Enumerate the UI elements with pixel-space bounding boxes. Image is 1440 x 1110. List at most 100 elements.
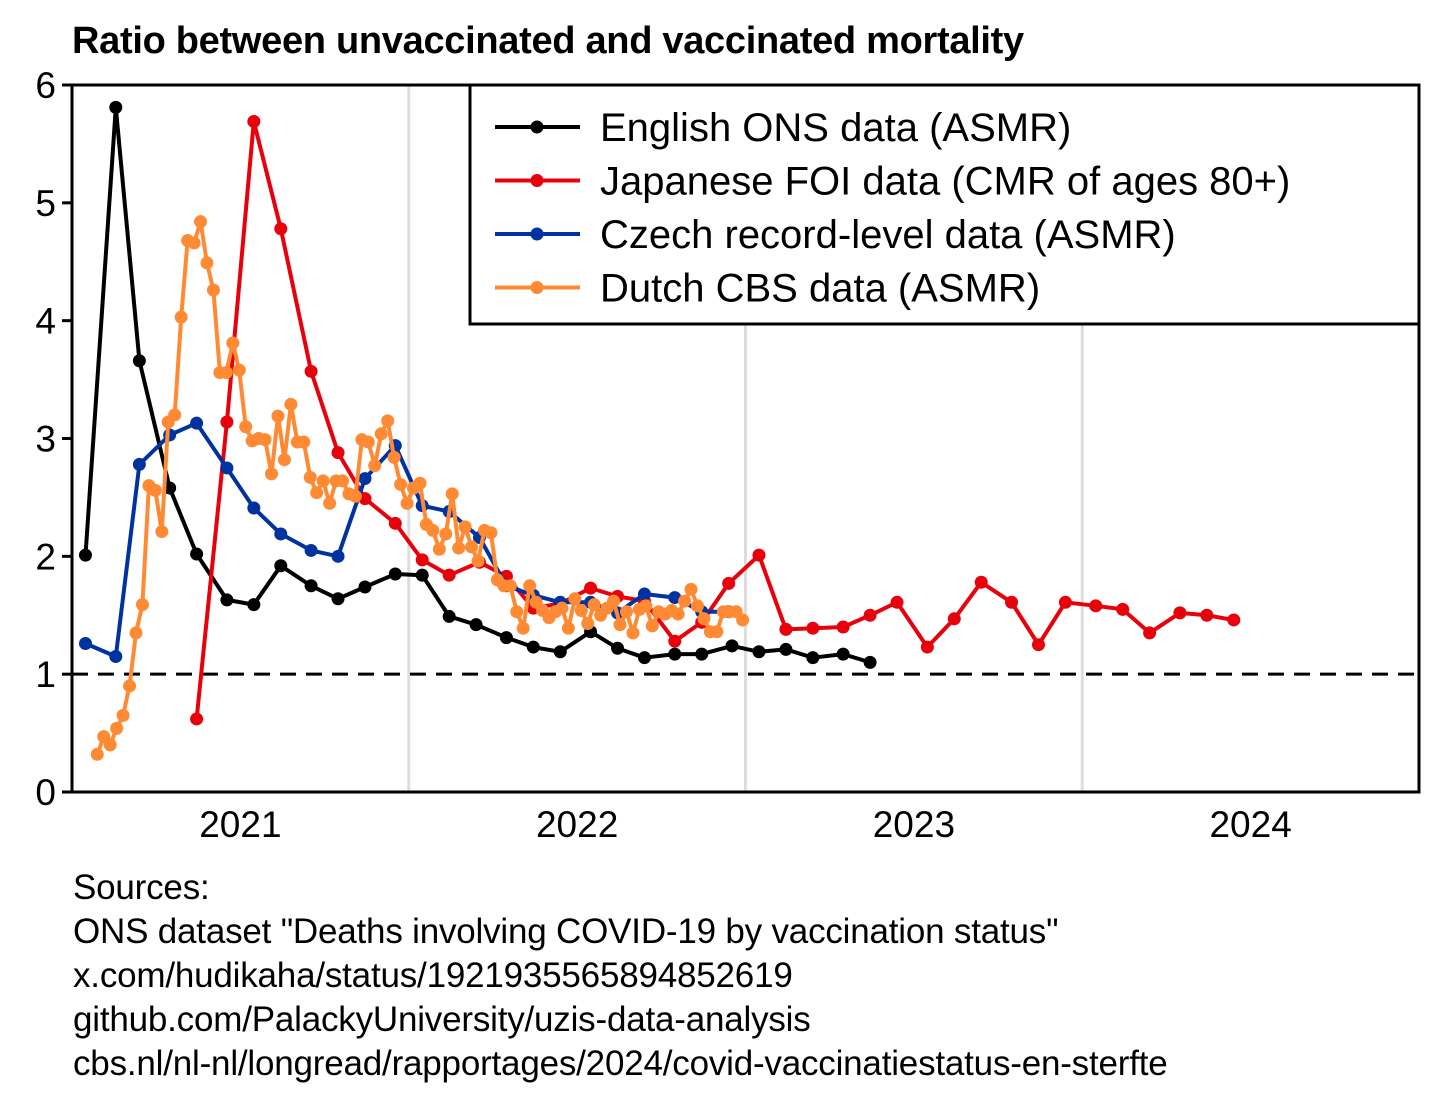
data-point: [920, 640, 934, 654]
data-point: [415, 568, 429, 582]
data-point: [1116, 602, 1130, 616]
data-point: [584, 581, 598, 595]
data-point: [613, 618, 627, 632]
sources-block: Sources: ONS dataset "Deaths involving C…: [73, 866, 1168, 1086]
data-point: [484, 526, 498, 540]
data-point: [132, 354, 146, 368]
source-line: x.com/hudikaha/status/192193556589485261…: [73, 956, 793, 995]
data-point: [109, 100, 123, 114]
legend-swatch-marker: [530, 120, 544, 134]
data-point: [388, 567, 402, 581]
data-point: [358, 472, 372, 486]
data-point: [323, 496, 337, 510]
data-point: [394, 477, 408, 491]
x-tick-label: 2022: [536, 804, 618, 845]
data-point: [413, 476, 427, 490]
data-point: [695, 647, 709, 661]
data-point: [863, 608, 877, 622]
data-point: [526, 640, 540, 654]
data-point: [331, 549, 345, 563]
source-line: github.com/PalackyUniversity/uzis-data-a…: [73, 1000, 811, 1039]
data-point: [220, 593, 234, 607]
y-tick-label: 6: [35, 65, 56, 106]
data-point: [274, 559, 288, 573]
data-point: [637, 651, 651, 665]
data-point: [452, 541, 466, 555]
legend-swatch-marker: [530, 281, 544, 294]
data-point: [271, 409, 285, 423]
legend-label: Dutch CBS data (ASMR): [600, 267, 1040, 311]
data-point: [806, 651, 820, 665]
data-point: [725, 639, 739, 653]
data-point: [1005, 595, 1019, 609]
legend-swatch-marker: [530, 227, 544, 241]
series-layer: [78, 100, 1241, 761]
legend-item: Japanese FOI data (CMR of ages 80+): [495, 160, 1290, 204]
y-tick-label: 0: [35, 772, 56, 813]
y-tick-label: 3: [35, 419, 56, 460]
data-point: [668, 591, 682, 605]
x-tick-label: 2024: [1209, 804, 1291, 845]
data-point: [247, 598, 261, 612]
data-point: [710, 625, 724, 639]
sources-heading: Sources:: [73, 868, 210, 907]
data-point: [220, 415, 234, 429]
data-point: [442, 609, 456, 623]
data-point: [239, 420, 253, 434]
chart-title: Ratio between unvaccinated and vaccinate…: [72, 20, 1024, 62]
y-tick-label: 5: [35, 183, 56, 224]
data-point: [671, 607, 685, 621]
data-point: [442, 568, 456, 582]
data-point: [123, 679, 137, 693]
data-point: [90, 747, 104, 761]
data-point: [668, 647, 682, 661]
data-point: [439, 527, 453, 541]
data-point: [194, 215, 208, 229]
data-point: [274, 222, 288, 236]
data-point: [645, 619, 659, 633]
x-tick-label: 2021: [199, 804, 281, 845]
data-point: [336, 474, 350, 488]
data-point: [331, 592, 345, 606]
data-point: [109, 649, 123, 663]
data-point: [304, 579, 318, 593]
data-point: [516, 621, 530, 635]
data-point: [553, 645, 567, 659]
data-point: [1031, 638, 1045, 652]
data-point: [232, 363, 246, 377]
data-point: [190, 712, 204, 726]
data-point: [1089, 599, 1103, 613]
data-point: [304, 543, 318, 557]
legend-label: English ONS data (ASMR): [600, 106, 1071, 150]
data-point: [400, 496, 414, 510]
data-point: [432, 542, 446, 556]
legend-item: Czech record-level data (ASMR): [495, 213, 1176, 257]
data-point: [523, 579, 537, 593]
data-point: [206, 283, 220, 297]
legend-swatch-marker: [530, 174, 544, 187]
data-point: [358, 580, 372, 594]
data-point: [388, 516, 402, 530]
data-point: [697, 612, 711, 626]
data-point: [155, 525, 169, 539]
data-point: [103, 738, 117, 752]
y-tick-label: 1: [35, 654, 56, 695]
data-point: [304, 364, 318, 378]
data-point: [220, 461, 234, 475]
data-point: [445, 487, 459, 501]
data-point: [779, 642, 793, 656]
data-point: [806, 621, 820, 635]
data-point: [1200, 608, 1214, 622]
data-point: [607, 594, 621, 608]
data-point: [752, 548, 766, 562]
data-point: [471, 554, 485, 568]
data-point: [611, 641, 625, 655]
series-3: [90, 215, 750, 761]
data-point: [469, 618, 483, 632]
data-point: [303, 470, 317, 484]
data-point: [226, 336, 240, 350]
source-line: ONS dataset "Deaths involving COVID-19 b…: [73, 912, 1059, 951]
data-point: [174, 310, 188, 324]
data-point: [110, 721, 124, 735]
